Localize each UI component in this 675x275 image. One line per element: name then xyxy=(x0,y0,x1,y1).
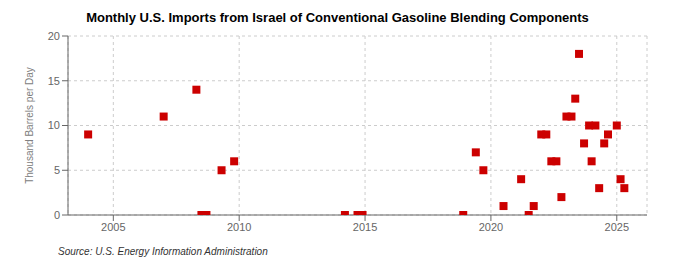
svg-text:2020: 2020 xyxy=(479,221,503,233)
html-text:Monthly U.S. Imports from Isra: Monthly U.S. Imports from Israel of Conv… xyxy=(86,10,589,25)
svg-text:15: 15 xyxy=(48,75,60,87)
svg-text:2005: 2005 xyxy=(101,221,125,233)
svg-text:20: 20 xyxy=(48,30,60,42)
html-text:Source: U.S. Energy Informatio: Source: U.S. Energy Information Administ… xyxy=(58,246,268,257)
svg-text:2010: 2010 xyxy=(227,221,251,233)
svg-text:2025: 2025 xyxy=(605,221,629,233)
svg-text:Thousand Barrels per Day: Thousand Barrels per Day xyxy=(24,67,35,184)
svg-text:0: 0 xyxy=(54,209,60,221)
svg-text:2015: 2015 xyxy=(353,221,377,233)
svg-text:5: 5 xyxy=(54,164,60,176)
svg-text:10: 10 xyxy=(48,119,60,131)
